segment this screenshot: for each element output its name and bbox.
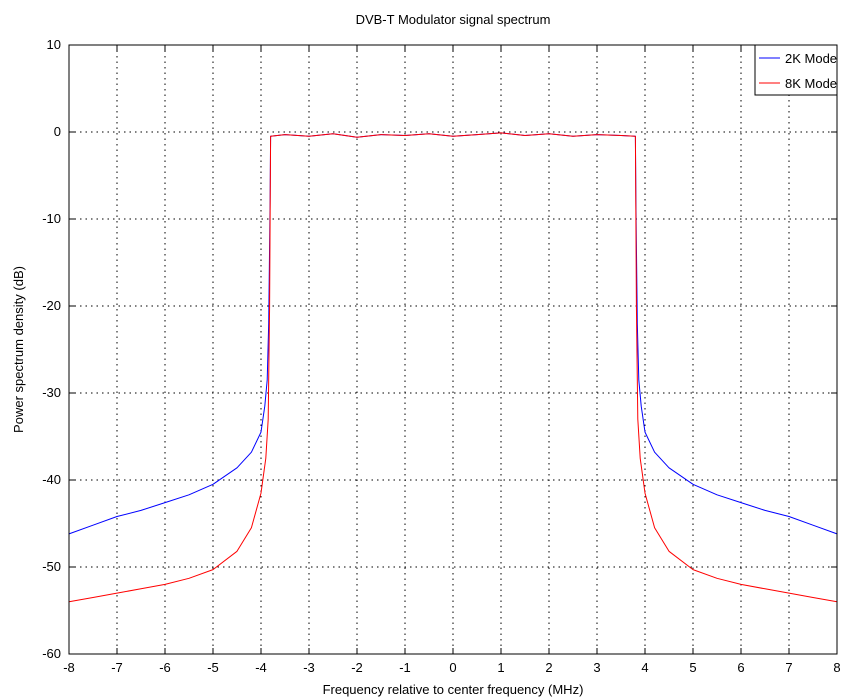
- series-layer: [68, 132, 838, 603]
- x-tick-label: 5: [689, 660, 696, 675]
- series-line-8k-mode: [68, 132, 838, 603]
- x-tick-label: 2: [545, 660, 552, 675]
- x-tick-labels: -8 -7 -6 -5 -4 -3 -2 -1 0 1 2 3 4 5 6 7 8: [63, 660, 840, 675]
- x-tick-label: -8: [63, 660, 75, 675]
- y-tick-label: -30: [42, 385, 61, 400]
- chart-title: DVB-T Modulator signal spectrum: [356, 12, 551, 27]
- legend-label-2k-mode: 2K Mode: [785, 51, 837, 66]
- y-tick-label: -60: [42, 646, 61, 661]
- x-tick-label: 0: [449, 660, 456, 675]
- legend: 2K Mode 8K Mode: [754, 44, 838, 96]
- x-tick-label: -3: [303, 660, 315, 675]
- x-tick-label: 1: [497, 660, 504, 675]
- y-tick-label: 10: [47, 37, 61, 52]
- x-tick-label: 7: [785, 660, 792, 675]
- y-tick-label: -10: [42, 211, 61, 226]
- y-tick-label: -20: [42, 298, 61, 313]
- x-tick-label: -4: [255, 660, 267, 675]
- x-axis-label: Frequency relative to center frequency (…: [323, 682, 584, 697]
- y-tick-label: 0: [54, 124, 61, 139]
- y-tick-label: -50: [42, 559, 61, 574]
- legend-box: [754, 44, 838, 96]
- x-tick-label: 3: [593, 660, 600, 675]
- x-tick-label: -1: [399, 660, 411, 675]
- grid: [69, 45, 837, 654]
- axis-ticks: [68, 44, 838, 655]
- x-tick-label: -7: [111, 660, 123, 675]
- series-line-2k-mode: [68, 132, 838, 535]
- x-tick-label: 4: [641, 660, 648, 675]
- legend-label-8k-mode: 8K Mode: [785, 76, 837, 91]
- x-tick-label: 6: [737, 660, 744, 675]
- y-axis-label: Power spectrum density (dB): [11, 266, 26, 433]
- y-tick-label: -40: [42, 472, 61, 487]
- x-tick-label: -2: [351, 660, 363, 675]
- x-tick-label: -5: [207, 660, 219, 675]
- x-tick-label: -6: [159, 660, 171, 675]
- y-tick-labels: -60 -50 -40 -30 -20 -10 0 10: [42, 37, 61, 661]
- x-tick-label: 8: [833, 660, 840, 675]
